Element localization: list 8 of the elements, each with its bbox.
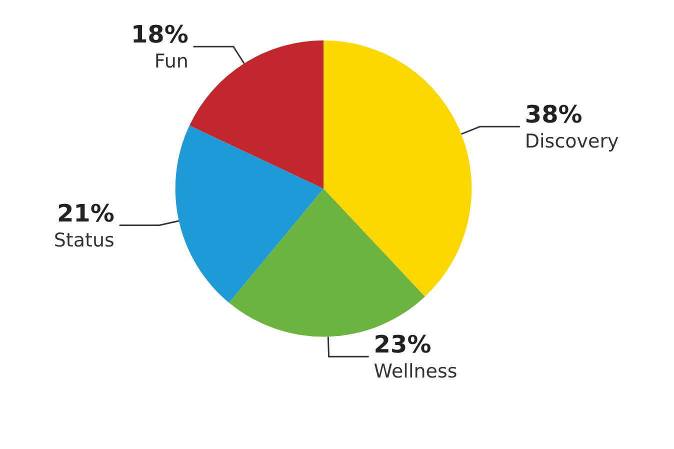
data-label: 38% [524, 100, 582, 129]
data-label: 18% [130, 20, 188, 49]
slice-label: Wellness [374, 360, 458, 383]
data-label: 23% [374, 330, 432, 359]
slice-label: Discovery [524, 130, 619, 153]
slice-label: Status [54, 229, 114, 252]
slice-label: Fun [154, 50, 188, 73]
data-label: 21% [56, 199, 114, 228]
